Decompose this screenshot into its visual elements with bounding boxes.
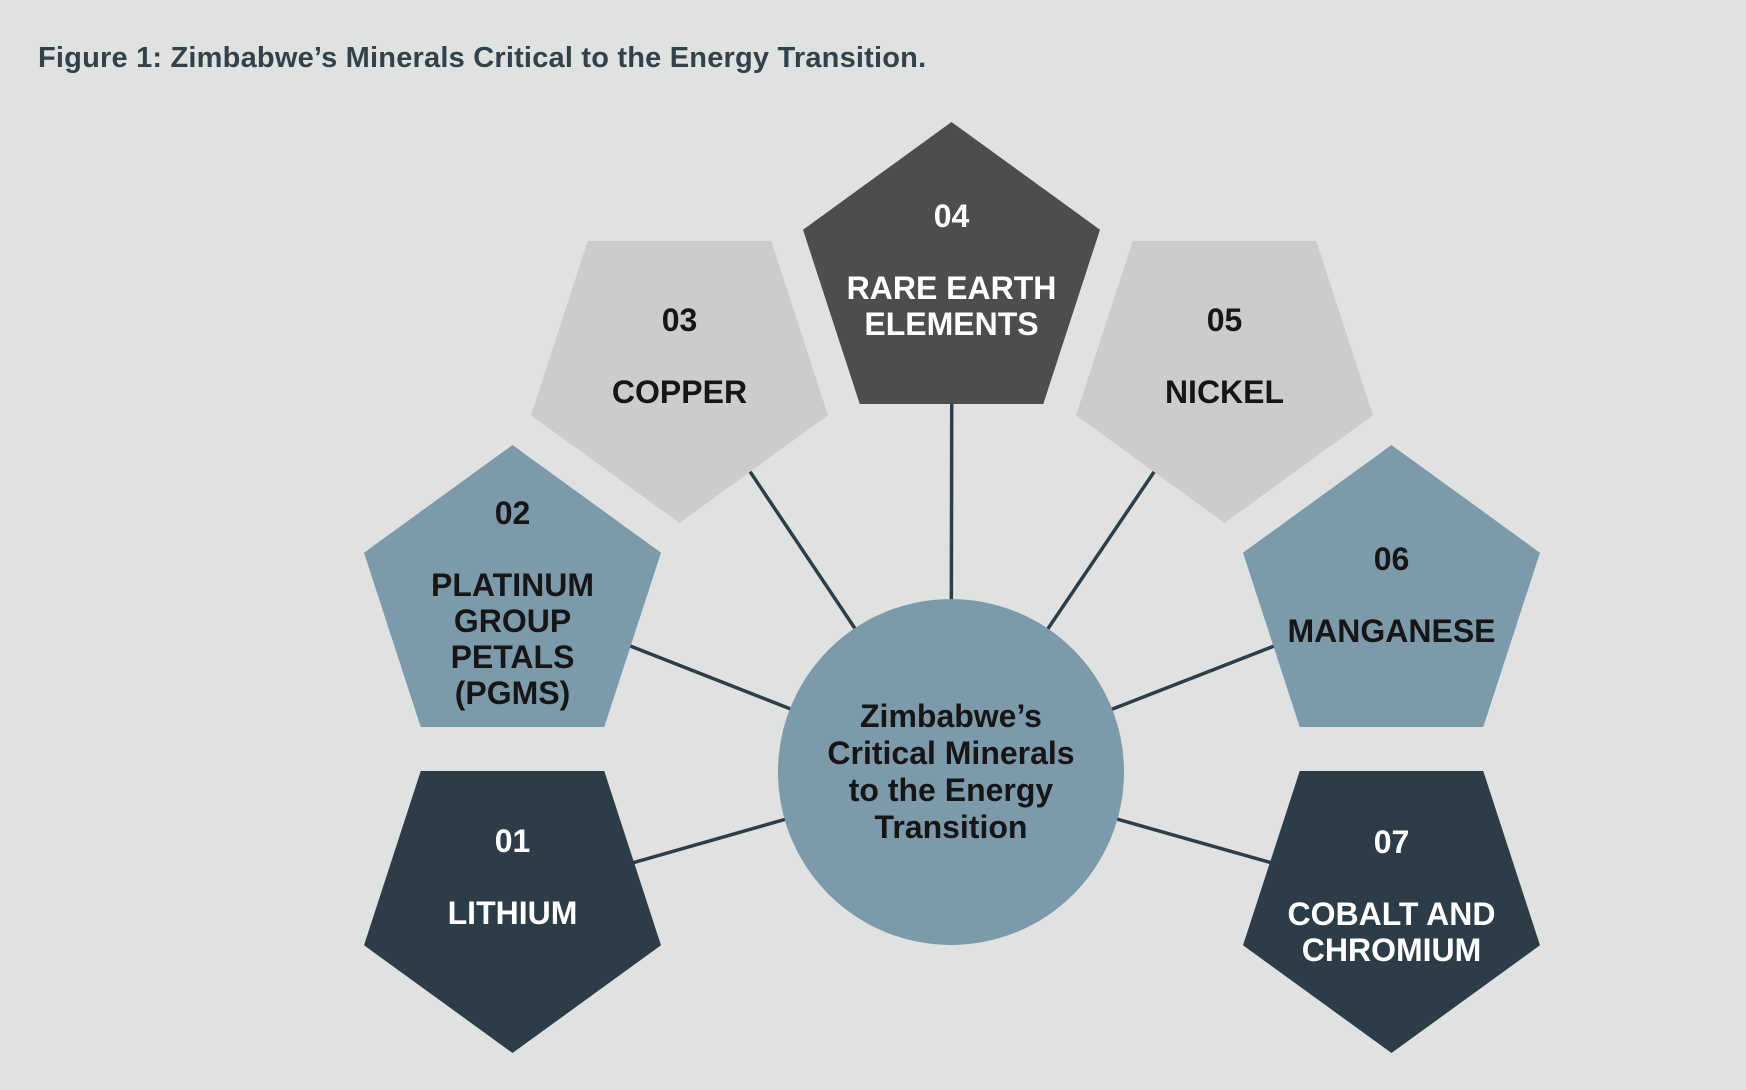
mineral-number-pgms: 02	[494, 495, 531, 531]
mineral-name-cobalt-chromium: COBALT AND CHROMIUM	[1287, 896, 1496, 968]
mineral-name-copper: COPPER	[611, 374, 748, 410]
central-hub-circle: Zimbabwe’s Critical Minerals to the Ener…	[778, 599, 1124, 945]
mineral-name-manganese: MANGANESE	[1287, 613, 1496, 649]
mineral-number-copper: 03	[661, 302, 698, 338]
mineral-number-lithium: 01	[494, 823, 531, 859]
mineral-number-manganese: 06	[1373, 541, 1410, 577]
mineral-name-rare-earth: RARE EARTH ELEMENTS	[846, 270, 1057, 342]
mineral-name-nickel: NICKEL	[1164, 374, 1285, 410]
figure-title: Figure 1: Zimbabwe’s Minerals Critical t…	[38, 42, 927, 74]
central-hub-label: Zimbabwe’s Critical Minerals to the Ener…	[827, 698, 1075, 845]
mineral-name-lithium: LITHIUM	[447, 895, 578, 931]
mineral-number-nickel: 05	[1206, 302, 1243, 338]
mineral-number-cobalt-chromium: 07	[1373, 824, 1410, 860]
mineral-number-rare-earth: 04	[933, 198, 970, 234]
mineral-name-pgms: PLATINUM GROUP PETALS (PGMS)	[431, 567, 594, 711]
